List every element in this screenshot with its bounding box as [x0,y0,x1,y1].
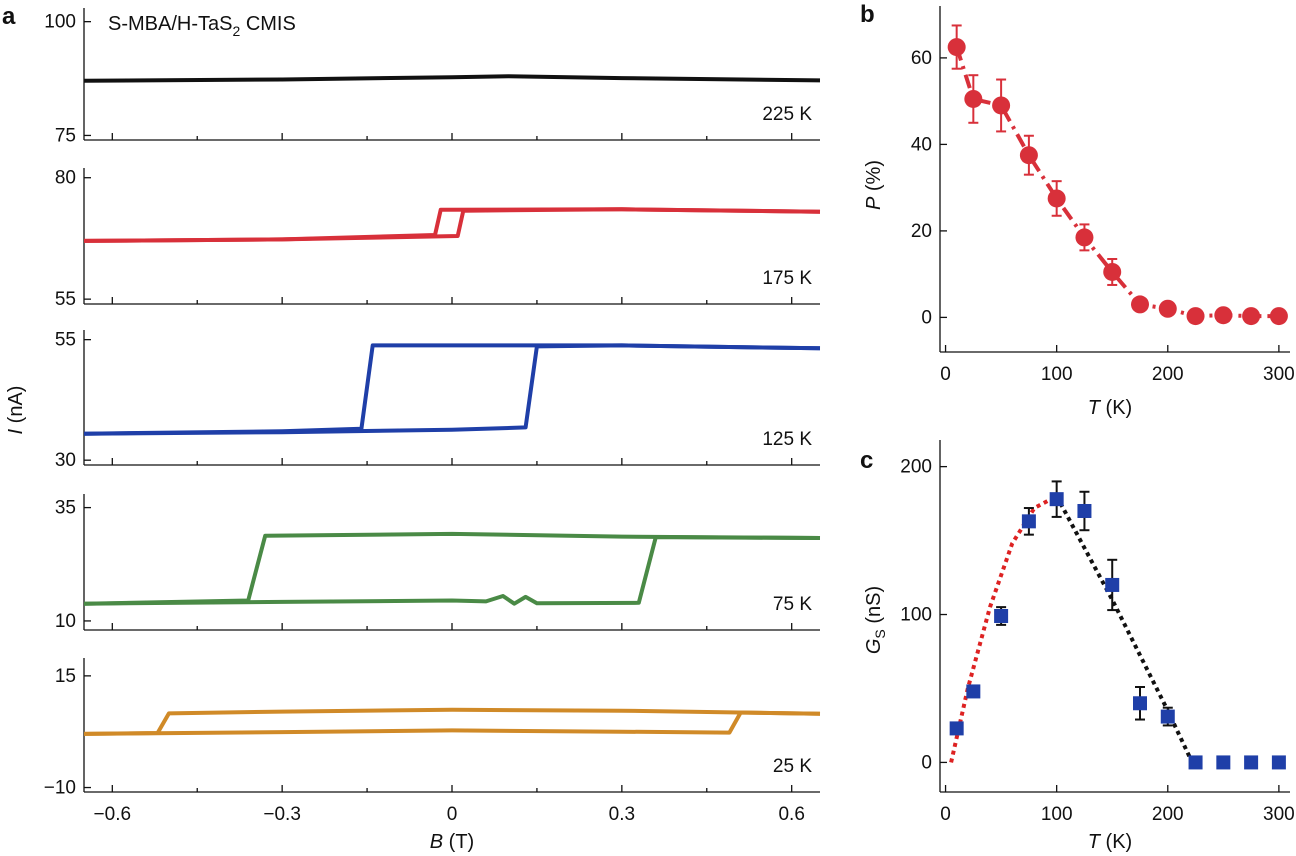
panel-c-ylabel: GS (nS) [863,586,888,654]
y-tick-label: 100 [44,12,76,33]
panel-b-xlabel: T (K) [1088,397,1132,419]
data-point [966,684,981,699]
data-point [1021,514,1036,529]
y-tick-label: 35 [55,498,76,519]
sweep-up-trace [83,74,821,83]
panel-c-plot: 0 100 200 0 100 200 300 [900,440,1295,825]
panel-letter-b: b [860,1,875,28]
y-tick-label: −10 [44,778,76,799]
data-point [1131,295,1149,314]
subplot-25K: −10 15 −0.6 −0.3 0 0.3 0.6 25 K [44,658,821,825]
data-point [1047,189,1066,208]
y-tick-label: 0 [921,307,932,328]
y-tick-label: 100 [900,605,932,626]
panel-b-plot: 0 20 40 60 0 100 200 300 [911,6,1295,385]
data-point [1242,307,1261,326]
fit-rise-line [949,494,1058,763]
y-tick-label: 10 [55,611,76,632]
data-point [1105,577,1120,592]
data-point [1049,492,1064,507]
temperature-label: 175 K [762,268,812,289]
y-tick-label: 40 [911,134,932,155]
x-tick-label: −0.6 [94,804,132,825]
x-tick-label: 0 [940,364,951,385]
panel-letter-c: c [860,447,873,474]
sweep-down-trace [83,343,821,436]
subplot-225K: 75 100 225 K [44,8,821,146]
subplot-125K: 30 55 125 K [55,330,821,471]
data-point [1244,755,1259,770]
y-tick-label: 20 [911,221,932,242]
panel-letter-a: a [2,3,16,30]
fit-fall-line [1054,495,1195,764]
x-tick-label: 100 [1041,364,1073,385]
y-tick-label: 15 [55,666,76,687]
data-point [964,89,983,108]
sweep-down-trace [83,531,821,606]
data-point [1019,146,1038,165]
panel-b-ylabel: P (%) [863,160,885,210]
x-tick-label: 100 [1041,804,1073,825]
y-tick-label: 80 [55,168,76,189]
sweep-up-trace [83,535,821,606]
sweep-up-trace [83,207,821,243]
data-point [1216,755,1231,770]
data-point [949,721,964,736]
sweep-up-trace [83,343,821,436]
panel-a-xlabel: B (T) [430,831,474,853]
x-tick-label: 0 [940,804,951,825]
subplot-75K: 10 35 75 K [55,494,821,632]
data-point [992,96,1011,115]
subplot-175K: 55 80 175 K [55,168,821,310]
x-tick-label: 0.6 [778,804,804,825]
temperature-label: 125 K [762,429,812,450]
x-tick-label: 0 [447,804,458,825]
temperature-label: 25 K [773,756,812,777]
y-tick-label: 75 [55,125,76,146]
panel-a-ylabel: I (nA) [5,386,27,435]
panel-c-xlabel: T (K) [1088,831,1132,853]
data-point [1133,696,1147,711]
data-point [947,38,966,57]
data-point [1160,709,1175,724]
panel-a-plots: 75 100 225 K 55 80 175 K 30 55 125 K 10 35 75 K −10 1… [44,8,821,825]
x-tick-label: 200 [1152,804,1184,825]
x-tick-label: −0.3 [263,804,301,825]
y-tick-label: 30 [55,450,76,471]
y-tick-label: 55 [55,289,76,310]
x-tick-label: 0.3 [609,804,635,825]
data-point [1188,755,1203,770]
y-tick-label: 0 [921,752,932,773]
temperature-label: 225 K [762,104,812,125]
data-point [1269,307,1288,326]
temperature-label: 75 K [773,594,812,615]
data-point [1158,299,1177,318]
x-tick-label: 300 [1263,804,1295,825]
y-tick-label: 55 [55,330,76,351]
x-tick-label: 200 [1152,364,1184,385]
sweep-up-trace [83,710,821,736]
panel-a-annotation: S-MBA/H-TaS2 CMIS [108,13,296,39]
data-point [994,609,1009,623]
data-point [1075,228,1094,247]
data-point [1103,262,1122,281]
data-point [1077,503,1092,518]
y-tick-label: 200 [900,457,932,478]
data-point [1186,307,1205,326]
y-tick-label: 60 [911,48,932,69]
data-point [1214,306,1233,325]
data-point [1271,755,1286,770]
x-tick-label: 300 [1263,364,1295,385]
